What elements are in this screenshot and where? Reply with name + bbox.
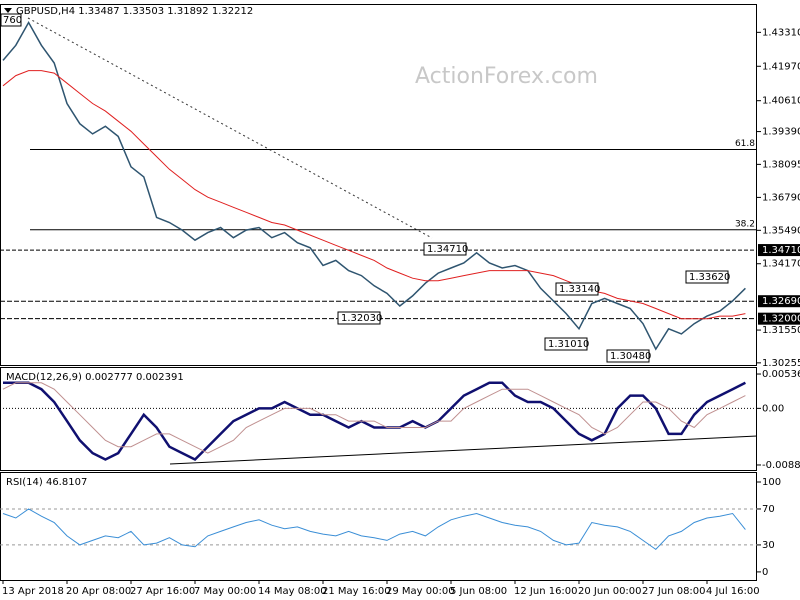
x-tick-label: 7 May 00:00 [194, 586, 256, 597]
y-tick-label: 70 [762, 504, 775, 515]
panel-title: MACD(12,26,9) 0.002777 0.002391 [6, 372, 184, 383]
y-tick-label: 1.30255 [762, 358, 800, 369]
level-box [758, 295, 800, 308]
annotation-label: 760 [3, 15, 22, 26]
y-tick-label: 30 [762, 540, 775, 551]
annotation-label: 1.30480 [610, 351, 651, 362]
y-tick-label: 1.41970 [762, 61, 800, 72]
rsi-panel [0, 472, 757, 581]
y-tick-label: -0.008855 [762, 460, 800, 471]
annotation-label: 1.34710 [427, 244, 468, 255]
level-label: 1.34710 [762, 245, 800, 256]
y-tick-label: 1.36790 [762, 192, 800, 203]
annotation-box [606, 349, 650, 363]
y-tick-label: 0.005368 [762, 369, 800, 380]
x-tick-label: 27 Jun 08:00 [642, 586, 706, 597]
x-tick-label: 12 Jun 16:00 [514, 586, 578, 597]
series-line [2, 382, 746, 454]
y-tick-label: 100 [762, 477, 781, 488]
annotation-label: 1.33620 [689, 272, 730, 283]
annotation-label: 1.33140 [559, 284, 600, 295]
y-tick-label: 1.38095 [762, 159, 800, 170]
level-label: 1.32690 [762, 296, 800, 307]
annotation-box [337, 311, 381, 325]
level-box [758, 312, 800, 325]
x-tick-label: 5 Jun 08:00 [450, 586, 507, 597]
y-tick-label: 1.31550 [762, 325, 800, 336]
annotation-label: 1.31010 [548, 339, 589, 350]
panel-title: RSI(14) 46.8107 [6, 477, 87, 488]
series-line [3, 381, 746, 462]
y-tick-label: 1.34170 [762, 259, 800, 270]
y-tick-label: 0 [762, 567, 768, 578]
x-tick-label: 27 Apr 16:00 [130, 586, 195, 597]
fib-label: 38.2 [735, 219, 755, 229]
annotation-box [685, 270, 729, 284]
y-tick-label: 1.40610 [762, 96, 800, 107]
x-tick-label: 21 May 16:00 [322, 586, 391, 597]
x-tick-label: 14 May 08:00 [258, 586, 327, 597]
x-tick-label: 13 Apr 2018 [2, 586, 64, 597]
annotation-box [544, 337, 588, 351]
trendline [27, 17, 433, 239]
level-box [758, 244, 800, 257]
x-tick-label: 4 Jul 16:00 [706, 586, 760, 597]
series-line [2, 508, 746, 551]
y-tick-label: 1.39390 [762, 127, 800, 138]
annotation-box [555, 282, 599, 296]
y-tick-label: 1.43310 [762, 27, 800, 38]
x-tick-label: 20 Jun 00:00 [578, 586, 642, 597]
fib-label: 61.8 [735, 139, 755, 149]
y-tick-label: 0.00 [762, 403, 784, 414]
annotation-box [0, 13, 22, 27]
chart-title: GBPUSD,H4 1.33487 1.33503 1.31892 1.3221… [16, 6, 253, 17]
price-panel [0, 4, 757, 366]
series-line [2, 70, 746, 320]
annotation-box [423, 242, 467, 256]
level-label: 1.32000 [762, 314, 800, 325]
series-line [2, 20, 746, 351]
annotation-label: 1.32030 [341, 313, 382, 324]
menu-arrow [4, 8, 12, 13]
watermark: ActionForex.com [415, 64, 598, 89]
x-tick-label: 29 May 00:00 [386, 586, 455, 597]
macd-trendline [169, 435, 758, 465]
macd-panel [0, 367, 757, 471]
x-tick-label: 20 Apr 08:00 [66, 586, 131, 597]
y-tick-label: 1.35490 [762, 225, 800, 236]
